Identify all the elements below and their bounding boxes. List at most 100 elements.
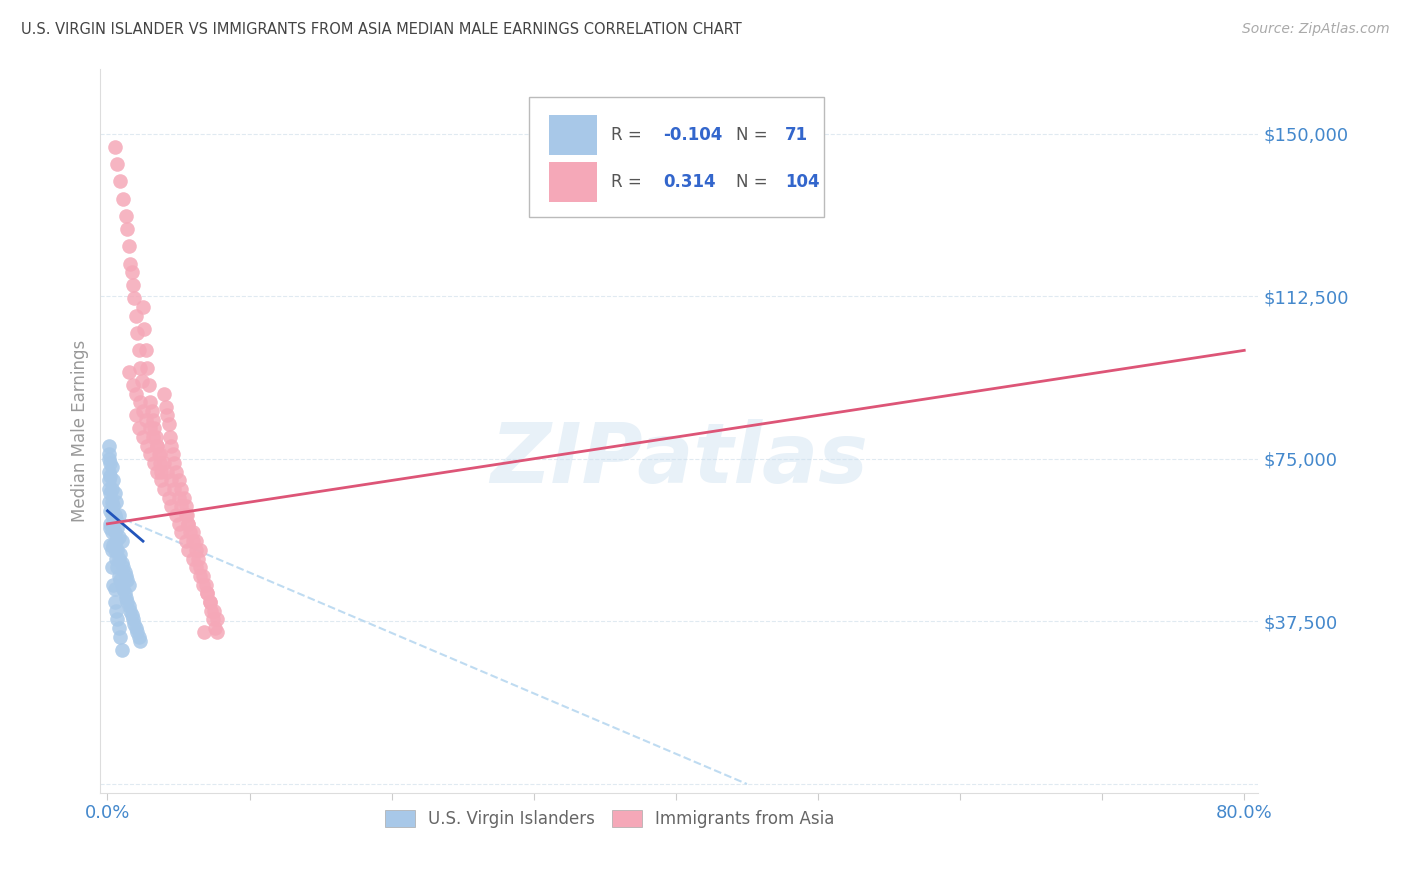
Point (115, 209, 138, 223)
Point (100, 508, 122, 523)
Text: 71: 71 (785, 126, 808, 144)
Point (97, 482, 120, 496)
Point (117, 595, 139, 609)
Point (149, 456, 172, 470)
Point (121, 265, 143, 279)
Point (125, 621, 148, 635)
Point (101, 500, 124, 514)
Point (125, 409, 148, 423)
Point (156, 409, 179, 423)
Point (184, 534, 207, 549)
Point (159, 430, 181, 444)
Point (153, 456, 176, 470)
Point (103, 508, 125, 523)
Point (156, 465, 179, 479)
Point (146, 439, 169, 453)
Text: U.S. VIRGIN ISLANDER VS IMMIGRANTS FROM ASIA MEDIAN MALE EARNINGS CORRELATION CH: U.S. VIRGIN ISLANDER VS IMMIGRANTS FROM … (21, 22, 742, 37)
Point (143, 456, 166, 470)
Point (108, 621, 131, 635)
Point (125, 309, 148, 323)
Point (101, 516, 124, 531)
Point (103, 595, 125, 609)
Point (136, 360, 159, 375)
Point (111, 534, 134, 549)
Point (117, 573, 139, 587)
Point (108, 569, 131, 583)
Point (110, 630, 132, 644)
Point (121, 607, 143, 622)
Point (145, 430, 167, 444)
Point (188, 569, 211, 583)
Point (165, 465, 187, 479)
Point (146, 439, 169, 453)
Point (170, 482, 193, 496)
Point (125, 386, 148, 401)
Point (110, 573, 132, 587)
Point (97, 451, 120, 466)
Point (191, 569, 214, 583)
Point (201, 612, 224, 626)
Text: -0.104: -0.104 (664, 126, 723, 144)
Point (129, 395, 152, 409)
Point (107, 560, 129, 574)
Point (191, 577, 214, 591)
Point (136, 439, 159, 453)
Point (135, 343, 157, 358)
Text: Source: ZipAtlas.com: Source: ZipAtlas.com (1241, 22, 1389, 37)
Point (187, 551, 209, 566)
Point (101, 577, 124, 591)
Point (155, 400, 177, 414)
Point (195, 586, 218, 600)
Point (97, 465, 120, 479)
Point (120, 603, 142, 617)
Point (132, 430, 155, 444)
Point (170, 525, 193, 540)
Point (104, 534, 127, 549)
Point (124, 616, 146, 631)
Point (188, 560, 211, 574)
Point (188, 542, 211, 557)
Point (195, 586, 218, 600)
Point (184, 542, 207, 557)
Point (142, 430, 165, 444)
Point (98, 521, 121, 535)
Point (153, 386, 176, 401)
Point (104, 551, 127, 566)
Point (103, 542, 125, 557)
Point (179, 525, 201, 540)
Point (148, 447, 170, 461)
Point (202, 603, 225, 617)
Point (115, 591, 138, 605)
Point (128, 421, 150, 435)
FancyBboxPatch shape (529, 97, 824, 217)
Point (150, 465, 173, 479)
Text: R =: R = (612, 126, 647, 144)
Point (107, 612, 129, 626)
Point (174, 534, 197, 549)
Point (98, 469, 121, 483)
Point (107, 542, 129, 557)
Point (174, 508, 197, 523)
Point (118, 599, 141, 614)
Point (177, 542, 200, 557)
Point (134, 321, 156, 335)
Point (141, 404, 163, 418)
Point (170, 500, 193, 514)
Point (100, 495, 122, 509)
Point (181, 551, 204, 566)
FancyBboxPatch shape (548, 162, 598, 202)
Point (146, 465, 169, 479)
Point (107, 521, 129, 535)
Point (174, 500, 197, 514)
Text: 104: 104 (785, 173, 820, 191)
Point (115, 569, 138, 583)
Point (97, 439, 120, 453)
Point (118, 239, 141, 253)
Point (103, 486, 125, 500)
Point (100, 542, 122, 557)
Point (139, 421, 162, 435)
Point (98, 456, 121, 470)
Point (184, 560, 207, 574)
Point (127, 625, 149, 640)
Point (103, 139, 125, 153)
